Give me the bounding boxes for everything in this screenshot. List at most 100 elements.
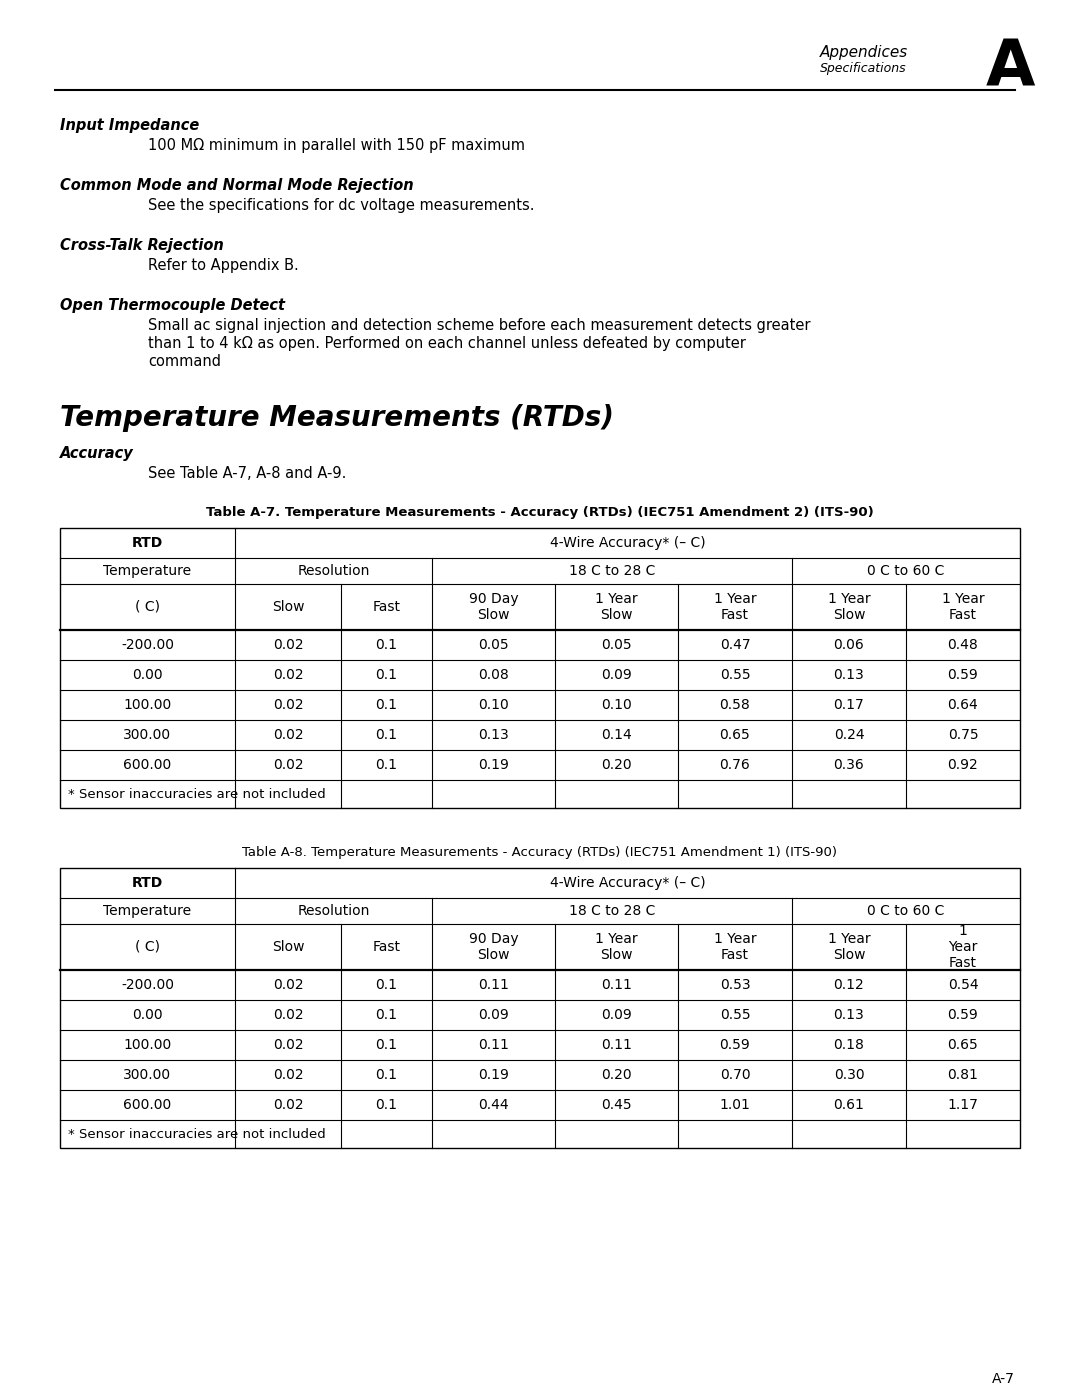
Text: 0.05: 0.05 (478, 638, 509, 652)
Text: 0.00: 0.00 (132, 668, 163, 682)
Text: Resolution: Resolution (297, 904, 369, 918)
Text: * Sensor inaccuracies are not included: * Sensor inaccuracies are not included (68, 788, 326, 800)
Text: See the specifications for dc voltage measurements.: See the specifications for dc voltage me… (148, 198, 535, 212)
Text: 0.18: 0.18 (834, 1038, 864, 1052)
Text: Common Mode and Normal Mode Rejection: Common Mode and Normal Mode Rejection (60, 177, 414, 193)
Text: 0.75: 0.75 (947, 728, 978, 742)
Text: 1 Year
Fast: 1 Year Fast (714, 592, 756, 622)
Text: 0.44: 0.44 (478, 1098, 509, 1112)
Text: 0.30: 0.30 (834, 1067, 864, 1083)
Text: 0.02: 0.02 (273, 759, 303, 773)
Text: 0.13: 0.13 (834, 1009, 864, 1023)
Text: 0.48: 0.48 (947, 638, 978, 652)
Text: 0.02: 0.02 (273, 698, 303, 712)
Text: 1 Year
Slow: 1 Year Slow (595, 592, 638, 622)
Text: 100.00: 100.00 (123, 1038, 172, 1052)
Text: 0.20: 0.20 (602, 1067, 632, 1083)
Text: 600.00: 600.00 (123, 1098, 172, 1112)
Text: 1 Year
Slow: 1 Year Slow (827, 592, 870, 622)
Text: 0.24: 0.24 (834, 728, 864, 742)
Text: Open Thermocouple Detect: Open Thermocouple Detect (60, 298, 285, 313)
Text: 90 Day
Slow: 90 Day Slow (469, 932, 518, 963)
Text: 300.00: 300.00 (123, 728, 172, 742)
Text: 0.1: 0.1 (376, 978, 397, 992)
Text: * Sensor inaccuracies are not included: * Sensor inaccuracies are not included (68, 1127, 326, 1140)
Text: 0.17: 0.17 (834, 698, 864, 712)
Text: 0.02: 0.02 (273, 978, 303, 992)
Text: 0 C to 60 C: 0 C to 60 C (867, 904, 945, 918)
Text: 0.20: 0.20 (602, 759, 632, 773)
Text: 0.13: 0.13 (834, 668, 864, 682)
Text: 0.1: 0.1 (376, 1038, 397, 1052)
Text: command: command (148, 353, 221, 369)
Text: -200.00: -200.00 (121, 978, 174, 992)
Text: 1.01: 1.01 (719, 1098, 751, 1112)
Text: 0.81: 0.81 (947, 1067, 978, 1083)
Bar (60, 528, 1020, 807)
Text: 1 Year
Fast: 1 Year Fast (942, 592, 984, 622)
Text: 0 C to 60 C: 0 C to 60 C (867, 564, 945, 578)
Text: 1.17: 1.17 (947, 1098, 978, 1112)
Text: Appendices: Appendices (820, 45, 908, 60)
Text: 0.1: 0.1 (376, 759, 397, 773)
Text: 1 Year
Fast: 1 Year Fast (714, 932, 756, 963)
Text: 600.00: 600.00 (123, 759, 172, 773)
Text: RTD: RTD (132, 876, 163, 890)
Text: Resolution: Resolution (297, 564, 369, 578)
Text: 0.02: 0.02 (273, 1098, 303, 1112)
Bar (60, 868, 1020, 1148)
Text: -200.00: -200.00 (121, 638, 174, 652)
Text: 0.00: 0.00 (132, 1009, 163, 1023)
Text: 0.02: 0.02 (273, 638, 303, 652)
Text: 0.09: 0.09 (602, 1009, 632, 1023)
Text: 0.92: 0.92 (947, 759, 978, 773)
Text: 0.45: 0.45 (602, 1098, 632, 1112)
Text: 0.11: 0.11 (600, 978, 632, 992)
Text: 0.1: 0.1 (376, 698, 397, 712)
Text: Input Impedance: Input Impedance (60, 117, 199, 133)
Text: 1 Year
Slow: 1 Year Slow (595, 932, 638, 963)
Text: Cross-Talk Rejection: Cross-Talk Rejection (60, 237, 224, 253)
Text: Fast: Fast (373, 599, 401, 615)
Text: ( C): ( C) (135, 599, 160, 615)
Text: 0.76: 0.76 (719, 759, 751, 773)
Text: 0.11: 0.11 (478, 1038, 509, 1052)
Text: Accuracy: Accuracy (60, 446, 134, 461)
Text: 0.59: 0.59 (947, 668, 978, 682)
Text: Small ac signal injection and detection scheme before each measurement detects g: Small ac signal injection and detection … (148, 319, 810, 332)
Text: 0.1: 0.1 (376, 638, 397, 652)
Text: ( C): ( C) (135, 940, 160, 954)
Text: RTD: RTD (132, 536, 163, 550)
Text: Table A-8. Temperature Measurements - Accuracy (RTDs) (IEC751 Amendment 1) (ITS-: Table A-8. Temperature Measurements - Ac… (243, 847, 837, 859)
Text: 0.02: 0.02 (273, 1067, 303, 1083)
Text: A: A (985, 38, 1035, 101)
Text: 0.09: 0.09 (478, 1009, 509, 1023)
Text: 0.1: 0.1 (376, 1098, 397, 1112)
Text: 0.1: 0.1 (376, 1009, 397, 1023)
Text: Slow: Slow (272, 940, 305, 954)
Text: 0.36: 0.36 (834, 759, 864, 773)
Text: 1 Year
Slow: 1 Year Slow (827, 932, 870, 963)
Text: 100.00: 100.00 (123, 698, 172, 712)
Text: than 1 to 4 kΩ as open. Performed on each channel unless defeated by computer: than 1 to 4 kΩ as open. Performed on eac… (148, 337, 746, 351)
Text: 0.59: 0.59 (719, 1038, 751, 1052)
Text: 18 C to 28 C: 18 C to 28 C (569, 564, 656, 578)
Text: Slow: Slow (272, 599, 305, 615)
Text: 100 MΩ minimum in parallel with 150 pF maximum: 100 MΩ minimum in parallel with 150 pF m… (148, 138, 525, 154)
Text: See Table A-7, A-8 and A-9.: See Table A-7, A-8 and A-9. (148, 467, 347, 481)
Text: 0.11: 0.11 (478, 978, 509, 992)
Text: 0.10: 0.10 (478, 698, 509, 712)
Text: 0.54: 0.54 (947, 978, 978, 992)
Text: 0.55: 0.55 (719, 668, 751, 682)
Text: Fast: Fast (373, 940, 401, 954)
Text: 0.02: 0.02 (273, 728, 303, 742)
Text: 1
Year
Fast: 1 Year Fast (948, 923, 977, 970)
Text: Temperature Measurements (RTDs): Temperature Measurements (RTDs) (60, 404, 613, 432)
Text: 0.02: 0.02 (273, 1038, 303, 1052)
Text: 0.06: 0.06 (834, 638, 864, 652)
Text: 0.1: 0.1 (376, 728, 397, 742)
Text: 0.70: 0.70 (719, 1067, 751, 1083)
Text: Refer to Appendix B.: Refer to Appendix B. (148, 258, 299, 272)
Text: 90 Day
Slow: 90 Day Slow (469, 592, 518, 622)
Text: 0.53: 0.53 (719, 978, 751, 992)
